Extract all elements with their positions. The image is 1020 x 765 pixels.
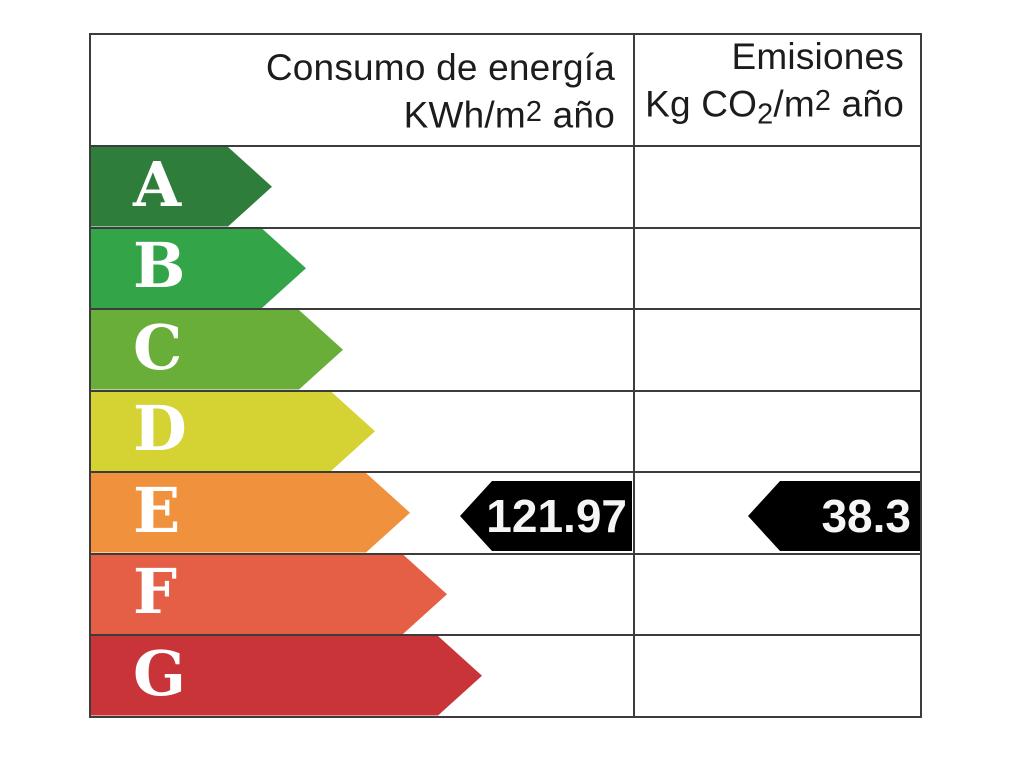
header-consumo-line1: Consumo de energía [265,46,615,88]
emisiones-value-arrow: 38.3 [748,481,920,551]
header-consumo-line2: KWh/m2 año [403,94,615,135]
rating-arrow-g: G [91,636,482,716]
rating-arrow-e: E [91,473,410,553]
header-emisiones: Emisiones Kg CO2/m2 año [633,35,920,145]
rating-letter-e: E [133,473,181,547]
rating-letter-a: A [133,147,182,221]
rating-arrow-a: A [91,147,272,227]
header-emisiones-line2: Kg CO2/m2 año [645,82,904,130]
rating-letter-g: G [133,636,186,710]
rating-row-d: D [91,389,920,472]
header-consumo: Consumo de energía KWh/m2 año [91,35,633,145]
energy-certificate-table: Consumo de energía KWh/m2 año Emisiones … [89,33,922,718]
rating-row-g: G [91,634,920,716]
rating-arrow-b: B [91,229,306,309]
rating-row-b: B [91,226,920,309]
consumo-value-arrow: 121.97 [460,481,632,551]
rating-letter-c: C [133,310,183,384]
rating-letter-b: B [133,229,186,303]
rating-letter-d: D [133,392,187,466]
rating-arrow-d: D [91,392,375,472]
rating-row-e: E 121.97 38.3 [91,471,920,553]
rating-row-c: C [91,308,920,390]
column-divider [633,35,635,716]
header-row: Consumo de energía KWh/m2 año Emisiones … [91,35,920,145]
emisiones-value: 38.3 [821,490,911,542]
rating-row-a: A [91,145,920,227]
rating-arrow-c: C [91,310,343,390]
rating-arrow-f: F [91,555,447,635]
consumo-value: 121.97 [486,490,627,542]
header-emisiones-line1: Emisiones [731,35,904,77]
rating-letter-f: F [133,555,178,629]
rating-row-f: F [91,552,920,635]
